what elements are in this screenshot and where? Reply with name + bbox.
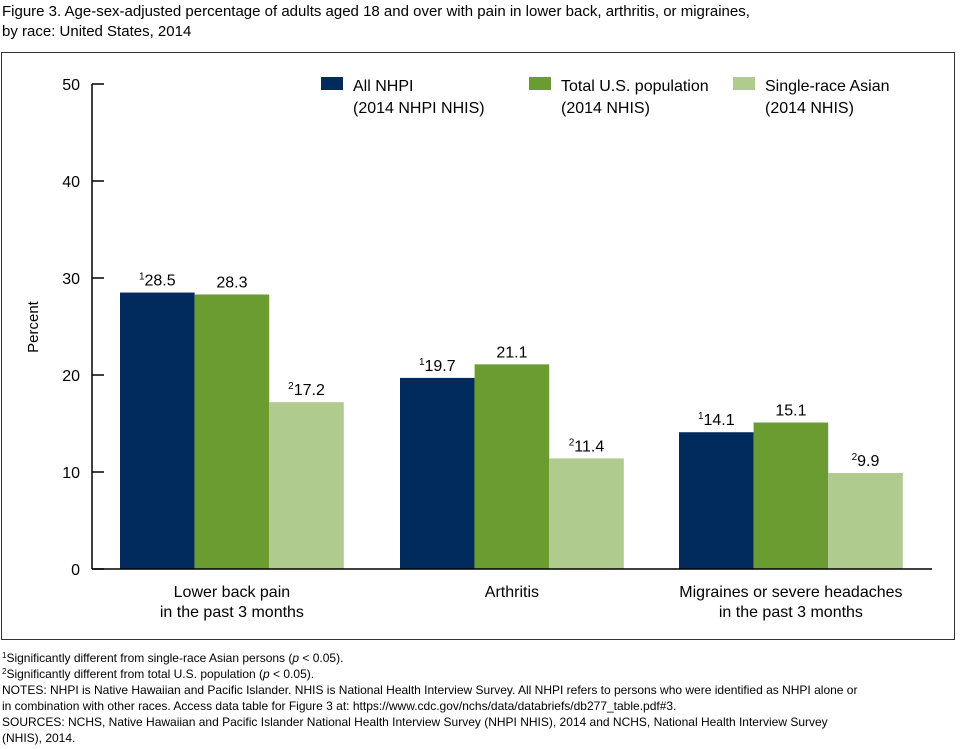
legend-swatch (321, 77, 343, 90)
bar (120, 292, 195, 569)
bar (679, 432, 754, 569)
y-tick-label: 0 (71, 562, 80, 579)
y-tick-label: 10 (62, 465, 80, 482)
bar-labels: 128.5 28.3217.2119.721.1211.4114.115.129.… (139, 272, 880, 470)
legend-label: All NHPI (353, 78, 413, 95)
y-tick-label: 50 (62, 77, 80, 94)
legend-sublabel: (2014 NHPI NHIS) (353, 100, 485, 117)
sources-line-2: (NHIS), 2014. (2, 731, 76, 745)
significance-marker: 1 (139, 272, 145, 283)
bar (194, 294, 270, 569)
figure-title: Figure 3. Age-sex-adjusted percentage of… (2, 2, 952, 42)
figure-title-line-2: by race: United States, 2014 (2, 23, 192, 40)
bar-value: 19.7 (425, 358, 456, 375)
notes-line-1: NOTES: NHPI is Native Hawaiian and Pacif… (2, 683, 858, 697)
bar-value: 28.5 (145, 273, 176, 290)
significance-marker: 2 (569, 437, 575, 448)
x-category-label: Arthritis (485, 584, 539, 601)
significance-marker: 1 (419, 357, 425, 368)
footnote-1-text: Significantly different from single-race… (6, 651, 293, 665)
footnote-2-marker: 2 (2, 667, 7, 676)
x-category-label: Migraines or severe headaches (679, 584, 902, 601)
legend-label: Single-race Asian (765, 78, 890, 95)
bar-value: 9.9 (857, 453, 879, 470)
bar-value-label: 119.7 (419, 357, 456, 375)
legend-swatch (733, 77, 755, 90)
legend-label: Total U.S. population (561, 78, 709, 95)
bar (828, 472, 903, 569)
legend-sublabel: (2014 NHIS) (765, 100, 854, 117)
sources-line-1: SOURCES: NCHS, Native Hawaiian and Pacif… (2, 715, 828, 729)
x-category-label: Lower back pain (174, 584, 291, 601)
bar-value-label: 217.2 (288, 381, 325, 399)
chart-frame (1, 52, 955, 640)
x-category-label: in the past 3 months (160, 604, 304, 621)
footnote-2-text: Significantly different from total U.S. … (6, 667, 264, 681)
bar-value-label: 21.1 (496, 344, 527, 361)
x-axis: Lower back pain in the past 3 months Arthr… (92, 568, 932, 621)
footnote-2-p: p (263, 667, 270, 681)
y-tick-label: 20 (62, 368, 80, 385)
bar-value: 11.4 (574, 438, 604, 455)
bar-value-label: 29.9 (852, 452, 880, 470)
bar-value-label: 15.1 (775, 403, 806, 420)
bars (120, 292, 903, 569)
significance-marker: 1 (698, 411, 704, 422)
x-category-label: in the past 3 months (719, 604, 863, 621)
bar-value-label: 28.3 (216, 274, 247, 291)
y-axis: 0 10 20 30 40 50 (62, 77, 104, 579)
legend: All NHPI (2014 NHPI NHIS) Total U.S. popul… (321, 77, 890, 117)
notes-line-2: in combination with other races. Access … (2, 699, 677, 713)
legend-swatch (529, 77, 551, 90)
footnotes: 1Significantly different from single-rac… (2, 650, 957, 746)
bar (753, 422, 829, 569)
bar (269, 402, 344, 569)
bar-value: 17.2 (294, 382, 325, 399)
significance-marker: 2 (288, 381, 294, 392)
significance-marker: 2 (852, 452, 858, 463)
y-axis-label: Percent (25, 300, 42, 353)
bar-value: 14.1 (704, 412, 735, 429)
footnote-2-text-end: < 0.05). (269, 667, 315, 681)
figure-title-line-1: Figure 3. Age-sex-adjusted percentage of… (2, 3, 750, 20)
footnote-1-p: p (292, 651, 300, 665)
legend-sublabel: (2014 NHIS) (561, 100, 650, 117)
y-tick-label: 30 (62, 271, 80, 288)
y-tick-label: 40 (62, 174, 80, 191)
bar-value-label: 211.4 (569, 437, 605, 455)
bar-value-label: 128.5 (139, 272, 176, 290)
footnote-2: 2Significantly different from total U.S.… (2, 666, 957, 682)
bar (400, 377, 475, 569)
bar-value-label: 114.1 (698, 411, 735, 429)
footnote-1-text-end: < 0.05). (299, 651, 344, 665)
bar (549, 458, 624, 569)
bar (474, 364, 550, 569)
footnote-1: 1Significantly different from single-rac… (2, 650, 957, 666)
footnote-1-marker: 1 (2, 651, 7, 660)
